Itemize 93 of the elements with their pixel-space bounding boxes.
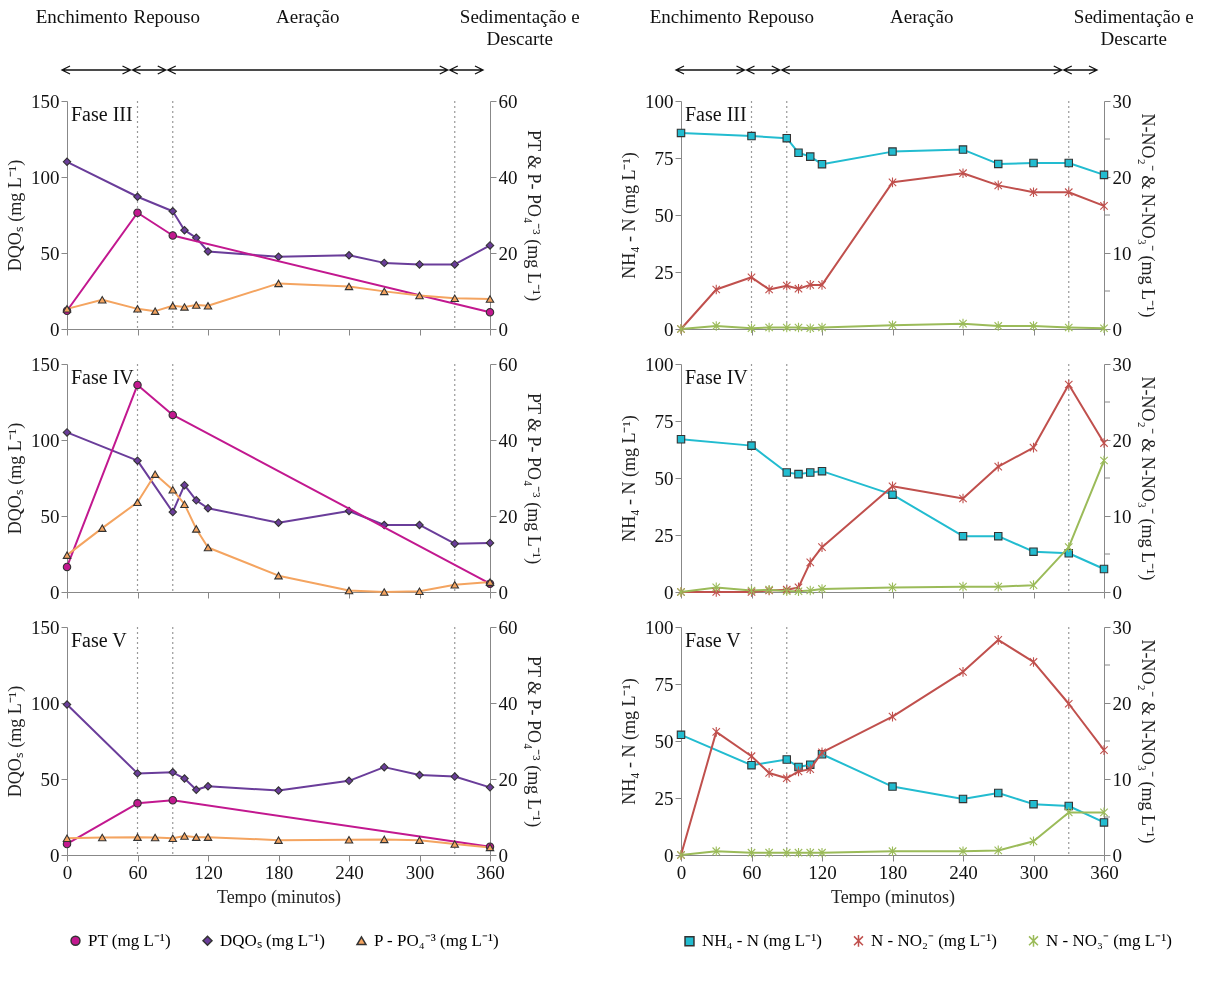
y2-tick-label: 40 — [498, 692, 518, 714]
y2-tick-label: 0 — [1112, 318, 1122, 340]
y-tick-label: 100 — [31, 429, 60, 451]
y-tick-label: 100 — [31, 692, 60, 714]
y2-tick-label: 40 — [498, 166, 518, 188]
y2-axis-title: N-NO₂⁻ & N-NO₃⁻ (mg L⁻¹) — [1136, 376, 1158, 581]
y2-tick-label: 20 — [1112, 692, 1132, 714]
y-tick-label: 25 — [654, 261, 674, 283]
y2-tick-label: 20 — [498, 768, 518, 790]
legend-label: N - NO₃⁻ (mg L⁻¹) — [1046, 930, 1172, 950]
y2-axis-title: PT & P- PO₄⁻³ (mg L⁻¹) — [522, 392, 544, 565]
y-tick-label: 0 — [50, 581, 60, 603]
y-tick-label: 50 — [654, 730, 674, 752]
text: Aeração — [276, 6, 340, 28]
y2-axis-title: PT & P- PO₄⁻³ (mg L⁻¹) — [522, 655, 544, 828]
y2-tick-label: 20 — [498, 505, 518, 527]
chart-title: Fase IV — [685, 366, 749, 388]
text: Repouso — [133, 6, 200, 28]
y-tick-label: 50 — [40, 505, 60, 527]
chart-title: Fase V — [685, 629, 742, 651]
y2-axis-title: N-NO₂⁻ & N-NO₃⁻ (mg L⁻¹) — [1136, 639, 1158, 844]
y-axis-title: NH₄ - N (mg L⁻¹) — [619, 152, 640, 279]
y-tick-label: 25 — [654, 524, 674, 546]
text: Aeração — [890, 6, 954, 28]
y-tick-label: 150 — [31, 90, 60, 112]
chart-title: Fase III — [685, 103, 747, 125]
x-tick-label: 240 — [949, 861, 978, 883]
y2-tick-label: 10 — [1112, 768, 1132, 790]
y-tick-label: 0 — [664, 318, 674, 340]
x-axis-title: Tempo (minutos) — [830, 886, 956, 908]
y-tick-label: 25 — [654, 787, 674, 809]
y-tick-label: 75 — [654, 673, 674, 695]
y-tick-label: 0 — [664, 581, 674, 603]
chart-title: Fase III — [71, 103, 133, 125]
legend-label: NH₄ - N (mg L⁻¹) — [702, 931, 822, 951]
y-tick-label: 100 — [31, 166, 60, 188]
y-tick-label: 75 — [654, 410, 674, 432]
chart-title: Fase V — [71, 629, 128, 651]
y2-axis-title: PT & P- PO₄⁻³ (mg L⁻¹) — [522, 129, 544, 302]
text: Enchimento — [35, 6, 128, 28]
y2-tick-label: 30 — [1112, 616, 1132, 638]
text: Sedimentação e Descarte — [1072, 6, 1195, 50]
x-axis-title: Tempo (minutos) — [216, 886, 342, 908]
y-tick-label: 100 — [645, 616, 674, 638]
y2-tick-label: 20 — [1112, 429, 1132, 451]
x-tick-label: 180 — [878, 861, 908, 883]
y2-tick-label: 20 — [1112, 166, 1132, 188]
y-tick-label: 75 — [654, 147, 674, 169]
x-tick-label: 60 — [128, 861, 148, 883]
y2-tick-label: 20 — [498, 242, 518, 264]
y2-tick-label: 60 — [498, 616, 518, 638]
y-tick-label: 100 — [645, 353, 674, 375]
y-tick-label: 50 — [40, 768, 60, 790]
y-axis-title: DQOₛ (mg L⁻¹) — [5, 159, 26, 272]
y-tick-label: 100 — [645, 90, 674, 112]
y2-tick-label: 30 — [1112, 353, 1132, 375]
y2-tick-label: 40 — [498, 429, 518, 451]
chart-title: Fase IV — [71, 366, 135, 388]
y-tick-label: 0 — [664, 844, 674, 866]
y-tick-label: 0 — [50, 844, 60, 866]
y2-tick-label: 0 — [498, 581, 508, 603]
y2-tick-label: 10 — [1112, 505, 1132, 527]
y2-tick-label: 30 — [1112, 90, 1132, 112]
y-axis-title: DQOₛ (mg L⁻¹) — [5, 685, 26, 798]
text: Enchimento — [649, 6, 742, 28]
x-tick-label: 120 — [808, 861, 837, 883]
y-tick-label: 0 — [50, 318, 60, 340]
y2-tick-label: 60 — [498, 90, 518, 112]
legend-label: P - PO₄⁻³ (mg L⁻¹) — [374, 930, 499, 950]
y-axis-title: NH₄ - N (mg L⁻¹) — [619, 678, 640, 805]
y-axis-title: NH₄ - N (mg L⁻¹) — [619, 415, 640, 542]
x-tick-label: 240 — [335, 861, 364, 883]
y2-tick-label: 0 — [498, 318, 508, 340]
legend-label: PT (mg L⁻¹) — [88, 930, 171, 950]
y-axis-title: DQOₛ (mg L⁻¹) — [5, 422, 26, 535]
legend-label: N - NO₂⁻ (mg L⁻¹) — [871, 930, 997, 950]
y-tick-label: 50 — [654, 204, 674, 226]
text: Sedimentação e Descarte — [458, 6, 581, 50]
y2-axis-title: N-NO₂⁻ & N-NO₃⁻ (mg L⁻¹) — [1136, 113, 1158, 318]
y-tick-label: 150 — [31, 353, 60, 375]
y2-tick-label: 0 — [1112, 581, 1122, 603]
text: Repouso — [747, 6, 814, 28]
y-tick-label: 50 — [654, 467, 674, 489]
y-tick-label: 50 — [40, 242, 60, 264]
x-tick-label: 120 — [194, 861, 223, 883]
y2-tick-label: 60 — [498, 353, 518, 375]
x-tick-label: 300 — [405, 861, 435, 883]
y-tick-label: 150 — [31, 616, 60, 638]
x-tick-label: 300 — [1019, 861, 1049, 883]
legend-label: DQOₛ (mg L⁻¹) — [220, 930, 325, 950]
y2-tick-label: 10 — [1112, 242, 1132, 264]
x-tick-label: 180 — [264, 861, 294, 883]
x-tick-label: 60 — [742, 861, 762, 883]
